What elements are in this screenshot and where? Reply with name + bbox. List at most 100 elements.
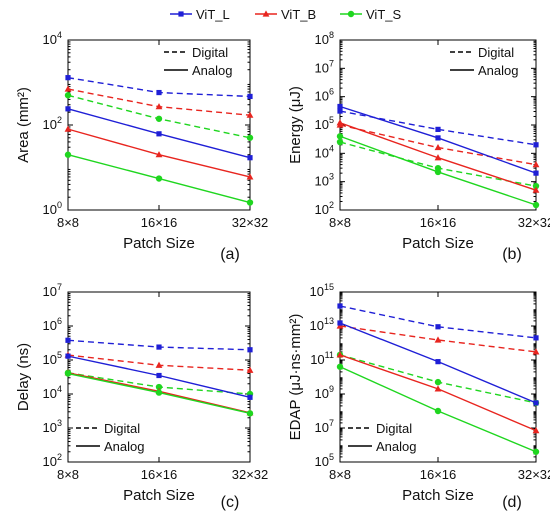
data-point-vit_b-dashed — [155, 361, 163, 368]
y-tick-label: 105 — [315, 115, 334, 132]
data-point-vit_l-solid — [533, 170, 539, 176]
data-point-vit_s-solid — [155, 389, 163, 396]
y-tick-label: 109 — [315, 384, 334, 401]
data-point-vit_b-dashed — [434, 336, 442, 343]
x-tick-label: 8×8 — [329, 215, 351, 230]
x-tick-label: 32×32 — [518, 467, 550, 482]
data-point-vit_l-solid — [337, 103, 343, 110]
data-point-vit_l-solid — [247, 394, 253, 400]
data-point-vit_s-solid — [336, 363, 344, 370]
data-point-vit_b-dashed — [246, 111, 254, 118]
legend-marker-vit_l — [178, 11, 184, 17]
legend-marker-vit_b — [262, 10, 270, 17]
x-axis-label: Patch Size — [123, 235, 195, 252]
x-tick-label: 32×32 — [518, 215, 550, 230]
x-axis-label: Patch Size — [123, 487, 195, 504]
y-tick-label: 1015 — [310, 282, 334, 299]
data-point-vit_l-dashed — [247, 347, 253, 353]
legend-marker-vit_s — [347, 10, 355, 18]
data-point-vit_b-solid — [64, 125, 72, 132]
series-line-vit_l-dashed — [339, 305, 537, 339]
data-point-vit_s-solid — [434, 168, 442, 176]
data-point-vit_b-solid — [532, 427, 540, 434]
data-point-vit_l-solid — [533, 400, 539, 406]
legend-digital-label: Digital — [376, 421, 412, 436]
x-tick-label: 16×16 — [141, 467, 178, 482]
data-point-vit_l-solid — [156, 372, 162, 379]
data-point-vit_l-dashed — [337, 303, 343, 309]
data-point-vit_s-dashed — [155, 383, 163, 391]
data-point-vit_l-solid — [435, 359, 441, 365]
data-point-vit_b-solid — [336, 119, 344, 126]
legend-label-vit_s: ViT_S — [366, 7, 401, 22]
y-tick-label: 108 — [315, 30, 334, 47]
data-point-vit_b-dashed — [434, 143, 442, 151]
y-tick-label: 105 — [43, 350, 62, 367]
legend-analog-label: Analog — [192, 63, 232, 78]
y-tick-label: 102 — [43, 452, 62, 469]
edap-chart-panel-d: 105 107 109 1011 1013 1015 8×8 16×16 32×32 Patch … — [287, 282, 550, 511]
data-point-vit_b-dashed — [532, 348, 540, 355]
plot-frame — [339, 291, 537, 463]
data-point-vit_l-solid — [156, 131, 162, 137]
x-tick-label: 8×8 — [57, 467, 79, 482]
series-line-vit_b-solid — [339, 354, 537, 432]
y-tick-label: 104 — [315, 143, 334, 160]
area-chart-panel-a: 100 102 104 8×8 16×16 32×32 Patch Size Area (mm… — [15, 30, 268, 263]
data-point-vit_l-dashed — [533, 335, 539, 341]
legend-digital-label: Digital — [104, 421, 140, 436]
data-point-vit_b-solid — [532, 186, 540, 193]
legend-label-vit_b: ViT_B — [281, 7, 316, 22]
y-tick-label: 106 — [315, 87, 334, 104]
panel-label: (b) — [502, 246, 522, 263]
y-tick-label: 100 — [43, 200, 62, 217]
data-point-vit_l-solid — [337, 320, 343, 326]
data-point-vit_s-solid — [434, 407, 442, 415]
legend-label-vit_l: ViT_L — [196, 7, 230, 22]
data-point-vit_b-dashed — [155, 103, 163, 110]
data-point-vit_b-dashed — [532, 161, 540, 168]
data-point-vit_b-solid — [336, 351, 344, 358]
data-point-vit_l-dashed — [533, 142, 539, 148]
data-point-vit_l-solid — [247, 155, 253, 161]
x-tick-label: 16×16 — [141, 215, 178, 230]
data-point-vit_l-dashed — [435, 324, 441, 330]
data-point-vit_l-solid — [435, 135, 441, 141]
data-point-vit_s-solid — [64, 370, 72, 377]
data-point-vit_s-dashed — [155, 115, 163, 122]
series-line-vit_b-dashed — [339, 325, 537, 353]
y-tick-label: 107 — [315, 418, 334, 435]
series-legend: ViT_L ViT_B ViT_S — [170, 7, 401, 22]
y-tick-label: 103 — [43, 418, 62, 435]
panel-label: (c) — [221, 494, 240, 511]
line-style-legend: Digital Analog — [164, 45, 232, 78]
data-point-vit_b-solid — [155, 151, 163, 158]
y-tick-label: 103 — [315, 172, 334, 189]
data-point-vit_s-dashed — [434, 378, 442, 386]
y-tick-label: 104 — [43, 384, 62, 401]
y-tick-label: 105 — [315, 452, 334, 469]
y-tick-label: 107 — [43, 282, 62, 299]
x-tick-label: 16×16 — [420, 467, 457, 482]
x-tick-label: 8×8 — [57, 215, 79, 230]
legend-analog-label: Analog — [376, 439, 416, 454]
energy-chart-panel-b: 102 103 104 105 106 107 108 8×8 16×16 32×32 Patch … — [287, 30, 550, 263]
panel-label: (d) — [502, 494, 522, 511]
delay-chart-panel-c: 102 103 104 105 106 107 8×8 16×16 32×32 Patch Siz… — [15, 282, 268, 511]
line-style-legend: Digital Analog — [348, 421, 416, 454]
legend-analog-label: Analog — [104, 439, 144, 454]
x-tick-label: 32×32 — [232, 215, 269, 230]
legend-digital-label: Digital — [192, 45, 228, 60]
data-point-vit_l-dashed — [65, 337, 71, 343]
data-point-vit_l-solid — [65, 353, 71, 359]
data-point-vit_s-solid — [64, 151, 72, 158]
x-axis-label: Patch Size — [402, 235, 474, 252]
y-tick-label: 1013 — [310, 316, 334, 333]
y-axis-label: Area (mm²) — [15, 87, 32, 163]
data-point-vit_b-solid — [434, 154, 442, 161]
data-point-vit_l-dashed — [65, 75, 71, 81]
line-style-legend: Digital Analog — [76, 421, 144, 454]
data-point-vit_s-dashed — [532, 182, 540, 190]
x-axis-label: Patch Size — [402, 487, 474, 504]
x-tick-label: 8×8 — [329, 467, 351, 482]
